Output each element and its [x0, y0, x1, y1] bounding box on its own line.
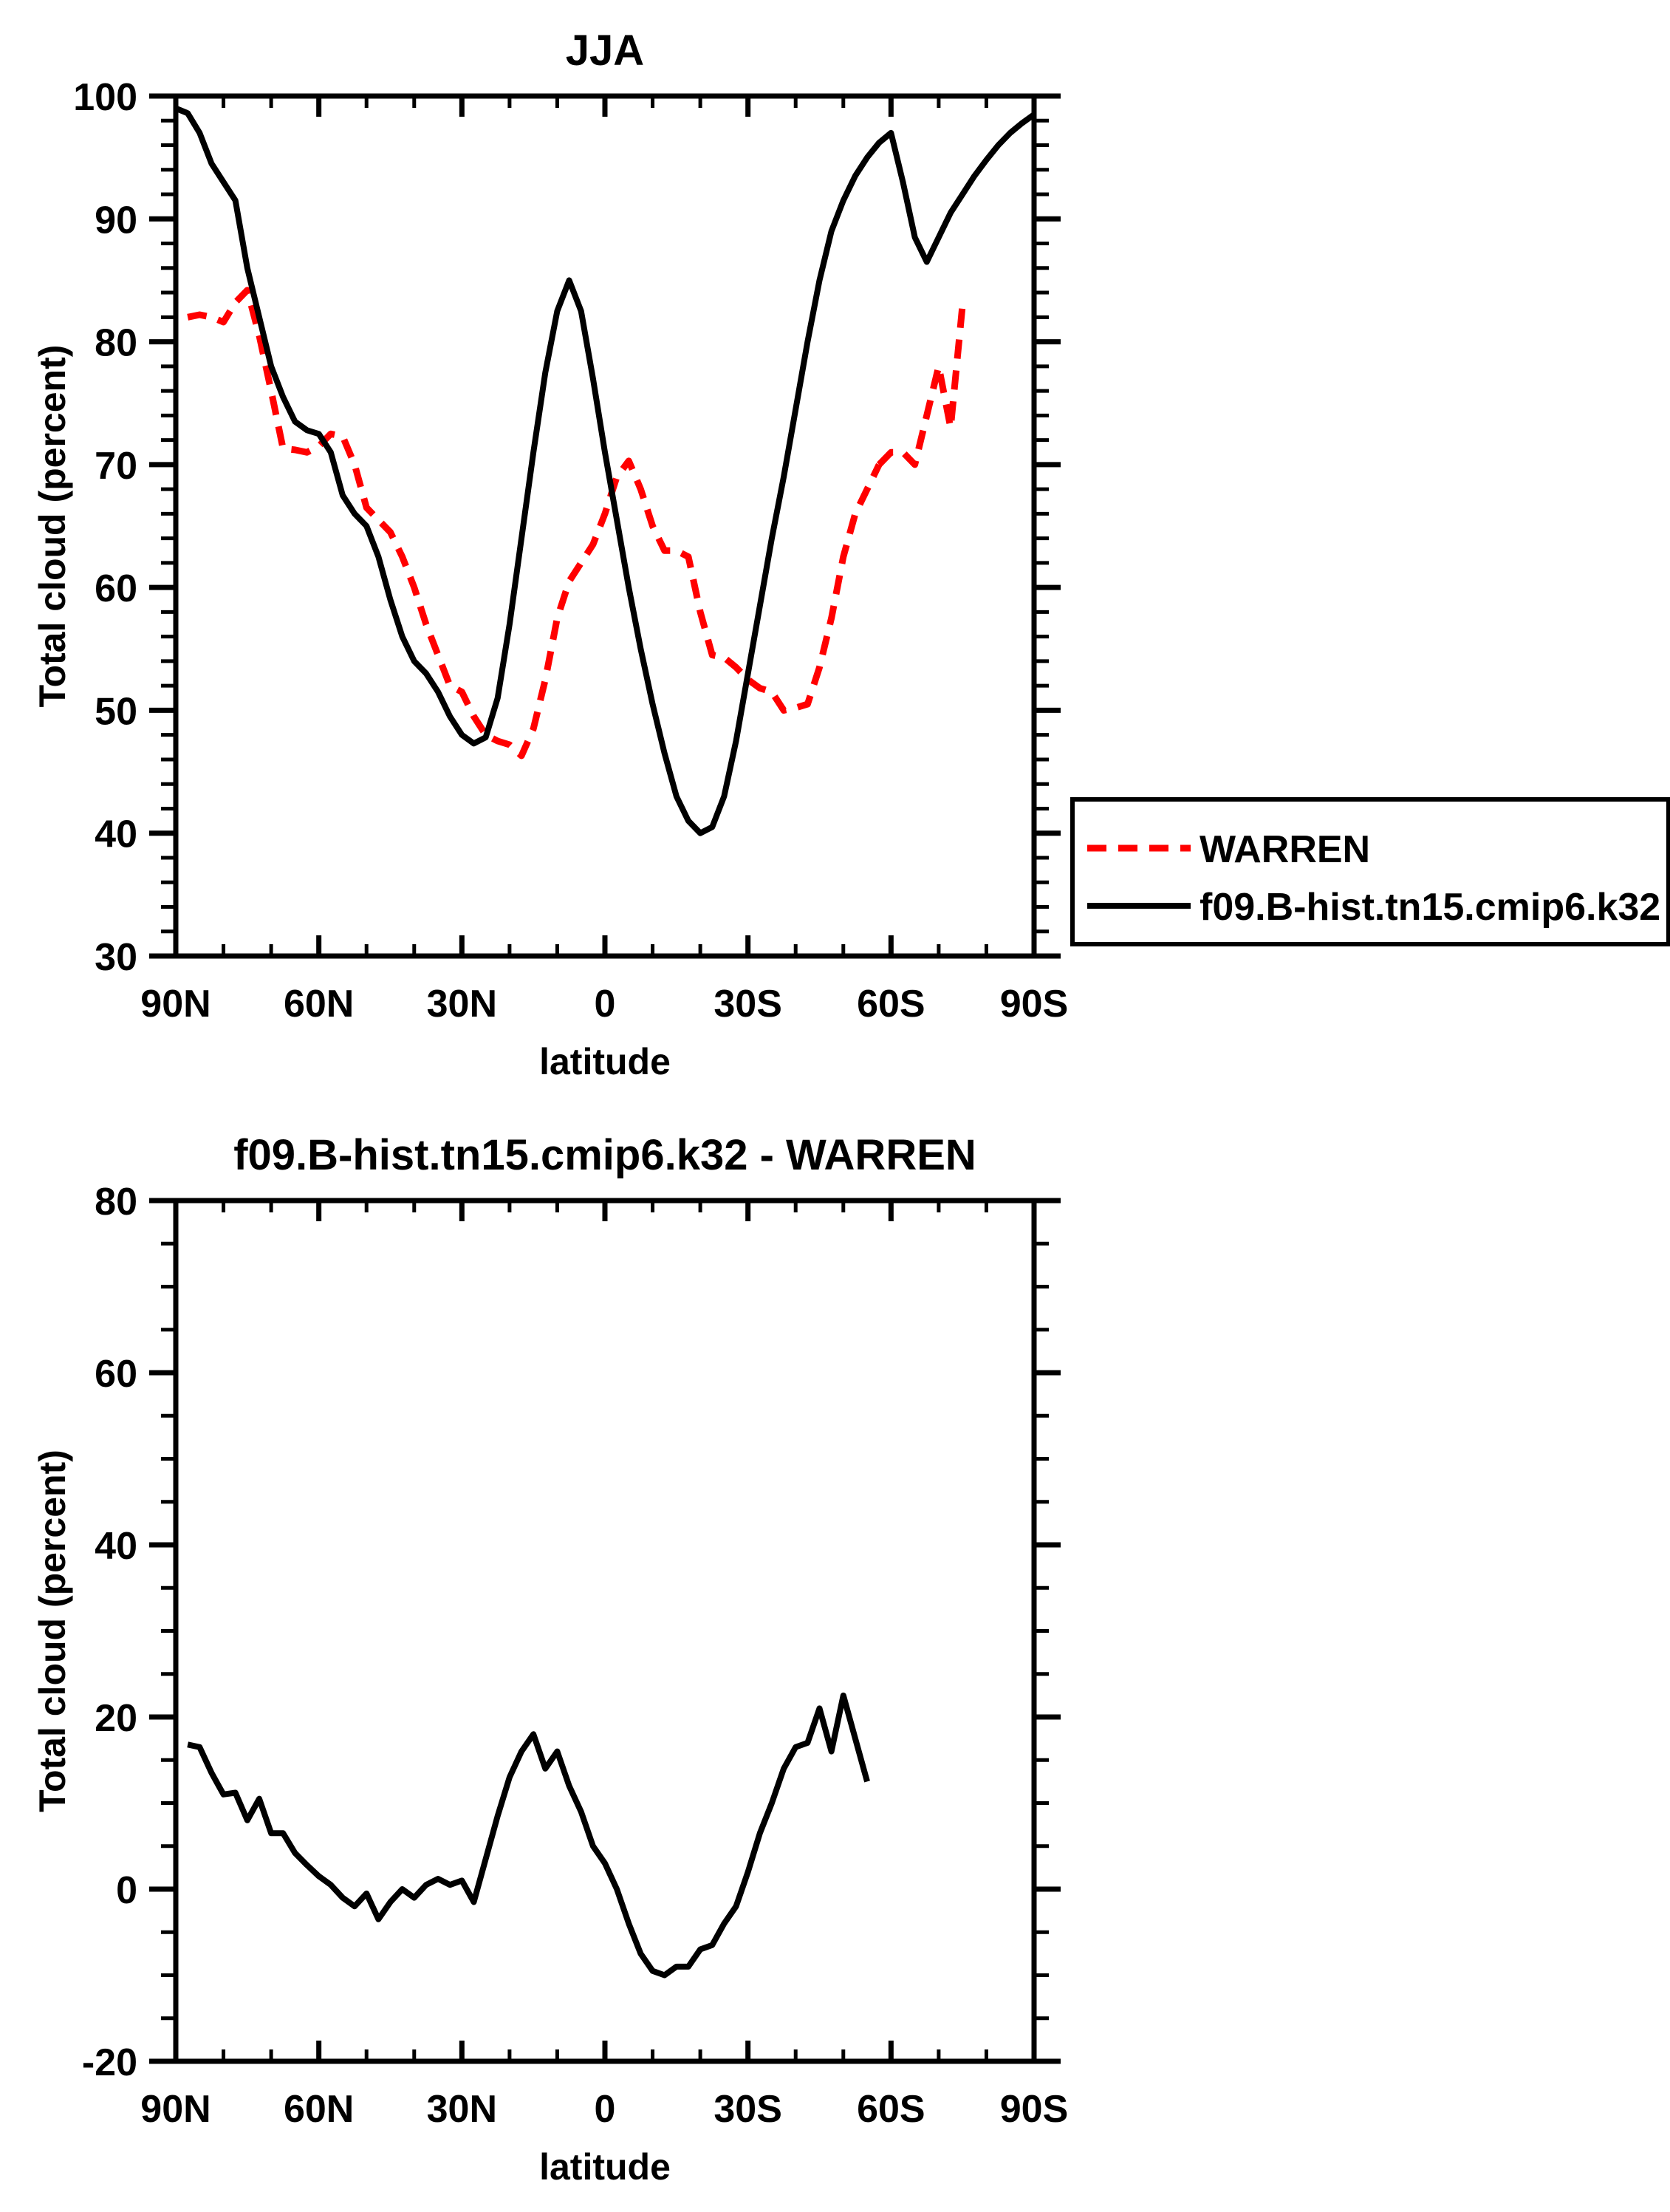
x-tick-label-90S: 90S: [1000, 2088, 1069, 2131]
y-tick-label-0: 0: [116, 1869, 137, 1912]
top-panel-title: JJA: [566, 27, 644, 75]
x-tick-label-60N: 60N: [284, 2088, 354, 2131]
y-tick-label-60: 60: [95, 567, 137, 610]
top-panel-ylabel: Total cloud (percent): [32, 345, 73, 708]
legend-label-1: f09.B-hist.tn15.cmip6.k32: [1200, 886, 1660, 929]
y-tick-label--20: -20: [82, 2041, 137, 2084]
x-tick-label-0: 0: [595, 983, 616, 1025]
x-tick-label-0: 0: [595, 2088, 616, 2131]
top-panel: [149, 93, 1061, 959]
x-tick-label-90S: 90S: [1000, 983, 1069, 1025]
bottom-panel-xlabel: latitude: [539, 2146, 671, 2188]
series-line-f09-b-hist-tn15-cmip6-k32: [174, 105, 1036, 836]
series-line-f09-b-hist-tn15-cmip6-k32---warren: [187, 1692, 870, 1979]
x-tick-label-30S: 30S: [713, 2088, 782, 2131]
y-tick-label-100: 100: [73, 76, 137, 119]
series-line-warren: [187, 287, 883, 759]
bottom-panel-title: f09.B-hist.tn15.cmip6.k32 - WARREN: [233, 1131, 976, 1179]
y-tick-label-60: 60: [95, 1353, 137, 1396]
legend-label-0: WARREN: [1200, 828, 1370, 871]
x-tick-label-60S: 60S: [857, 2088, 925, 2131]
y-tick-label-20: 20: [95, 1697, 137, 1740]
x-tick-label-30N: 30N: [427, 2088, 497, 2131]
x-tick-label-60S: 60S: [857, 983, 925, 1025]
bottom-panel: [149, 1198, 1061, 2064]
plot-frame: [173, 93, 1037, 959]
legend-box: [1070, 797, 1670, 946]
y-tick-label-30: 30: [95, 936, 137, 979]
y-tick-label-40: 40: [95, 813, 137, 856]
y-tick-label-70: 70: [95, 445, 137, 488]
x-tick-label-30S: 30S: [713, 983, 782, 1025]
y-tick-label-80: 80: [95, 1181, 137, 1223]
y-tick-label-80: 80: [95, 322, 137, 365]
plot-frame: [173, 1198, 1037, 2064]
x-tick-label-90N: 90N: [140, 2088, 211, 2131]
legend: WARREN f09.B-hist.tn15.cmip6.k32: [1070, 797, 1670, 946]
y-tick-label-40: 40: [95, 1525, 137, 1568]
y-tick-label-90: 90: [95, 199, 137, 242]
series-line-warren-tail: [876, 304, 966, 468]
x-tick-label-60N: 60N: [284, 983, 354, 1025]
top-panel-xlabel: latitude: [539, 1041, 671, 1082]
x-tick-label-30N: 30N: [427, 983, 497, 1025]
bottom-panel-ylabel: Total cloud (percent): [32, 1450, 73, 1812]
y-tick-label-50: 50: [95, 690, 137, 733]
x-tick-label-90N: 90N: [140, 983, 211, 1025]
